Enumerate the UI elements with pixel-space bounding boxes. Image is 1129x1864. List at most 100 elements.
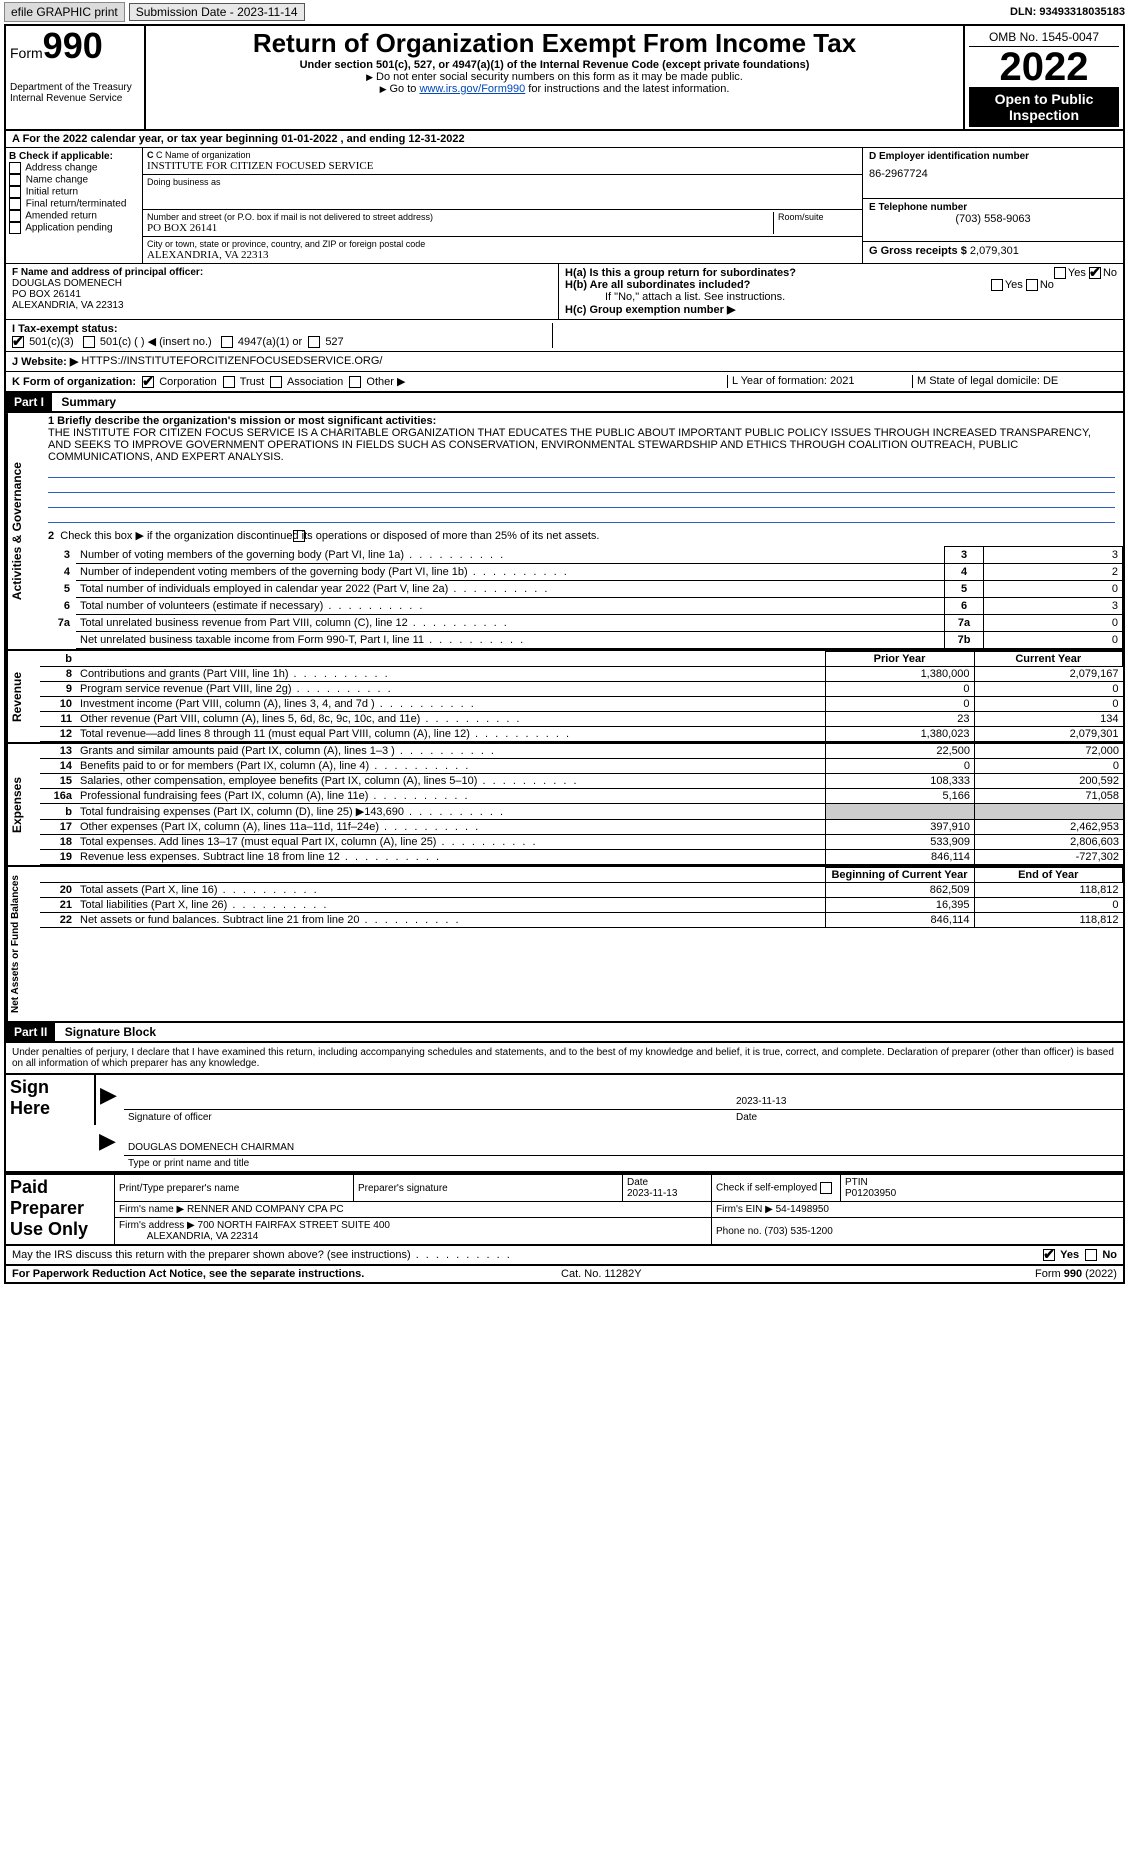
- officer-name: DOUGLAS DOMENECH: [12, 278, 122, 289]
- cb-527[interactable]: [308, 336, 320, 348]
- tab-expenses: Expenses: [6, 744, 40, 865]
- cb-trust[interactable]: [223, 376, 235, 388]
- mission-text: THE INSTITUTE FOR CITIZEN FOCUS SERVICE …: [48, 427, 1091, 463]
- firm-name: RENNER AND COMPANY CPA PC: [187, 1204, 344, 1215]
- section-revenue: Revenue bPrior YearCurrent Year8Contribu…: [6, 651, 1123, 744]
- cb-initial-return[interactable]: [9, 186, 21, 198]
- officer-name-typed: DOUGLAS DOMENECH CHAIRMAN: [124, 1125, 1123, 1156]
- cb-final-return-terminated[interactable]: [9, 198, 21, 210]
- expenses-table: 13Grants and similar amounts paid (Part …: [40, 744, 1123, 865]
- form-subtitle: Under section 501(c), 527, or 4947(a)(1)…: [150, 59, 959, 71]
- cb-assoc[interactable]: [270, 376, 282, 388]
- cb-501c3[interactable]: [12, 336, 24, 348]
- hb-no[interactable]: [1026, 279, 1038, 291]
- block-ijk: I Tax-exempt status: 501(c)(3) 501(c) ( …: [6, 320, 1123, 393]
- header: Form990 Department of the Treasury Inter…: [6, 26, 1123, 131]
- footer: For Paperwork Reduction Act Notice, see …: [6, 1266, 1123, 1282]
- pra-notice: For Paperwork Reduction Act Notice, see …: [12, 1268, 364, 1280]
- dept-treasury: Department of the Treasury: [10, 82, 140, 93]
- type-name-label: Type or print name and title: [124, 1156, 1123, 1173]
- may-irs-yes[interactable]: [1043, 1249, 1055, 1261]
- tax-status-label: I Tax-exempt status:: [12, 323, 118, 335]
- officer-addr2: ALEXANDRIA, VA 22313: [12, 300, 124, 311]
- paid-preparer-label: Paid Preparer Use Only: [6, 1174, 115, 1245]
- website-label: J Website: ▶: [12, 355, 78, 368]
- form-label: Form990: [10, 28, 140, 64]
- part1-header: Part I Summary: [6, 393, 1123, 413]
- ptin: P01203950: [845, 1188, 896, 1199]
- tax-year: 2022: [969, 47, 1119, 87]
- irs-link[interactable]: www.irs.gov/Form990: [419, 83, 525, 95]
- tab-revenue: Revenue: [6, 651, 40, 742]
- firm-ein-label: Firm's EIN ▶: [716, 1204, 773, 1215]
- cb-other[interactable]: [349, 376, 361, 388]
- ha-label: H(a) Is this a group return for subordin…: [565, 267, 796, 279]
- q2-text: Check this box ▶ if the organization dis…: [60, 530, 599, 542]
- preparer-sig-label: Preparer's signature: [354, 1174, 623, 1202]
- revenue-table: bPrior YearCurrent Year8Contributions an…: [40, 651, 1123, 742]
- firm-phone: (703) 535-1200: [764, 1226, 832, 1237]
- ha-no[interactable]: [1089, 267, 1101, 279]
- city-label: City or town, state or province, country…: [147, 239, 858, 249]
- cb-501c[interactable]: [83, 336, 95, 348]
- box-c: C C Name of organization INSTITUTE FOR C…: [143, 148, 863, 263]
- sig-officer-label: Signature of officer: [124, 1110, 732, 1126]
- website: HTTPS://INSTITUTEFORCITIZENFOCUSEDSERVIC…: [81, 355, 382, 368]
- dba-label: Doing business as: [147, 177, 858, 187]
- cb-amended-return[interactable]: [9, 210, 21, 222]
- form-number: 990: [43, 25, 103, 66]
- ein: 86-2967724: [869, 168, 1117, 180]
- section-netassets: Net Assets or Fund Balances Beginning of…: [6, 867, 1123, 1023]
- open-to-public: Open to Public Inspection: [969, 87, 1119, 127]
- cb-self-emp[interactable]: [820, 1182, 832, 1194]
- prep-date-label: Date: [627, 1177, 648, 1188]
- firm-addr: 700 NORTH FAIRFAX STREET SUITE 400: [198, 1220, 390, 1231]
- sign-here-block: Sign Here ▶ 2023-11-13 Signature of offi…: [6, 1075, 1123, 1173]
- may-irs-row: May the IRS discuss this return with the…: [6, 1246, 1123, 1266]
- sig-date: 2023-11-13: [732, 1075, 1123, 1110]
- box-b: B Check if applicable: Address change Na…: [6, 148, 143, 263]
- hb-yes[interactable]: [991, 279, 1003, 291]
- hb-note: If "No," attach a list. See instructions…: [565, 291, 1117, 303]
- ha-yes[interactable]: [1054, 267, 1066, 279]
- date-label: Date: [732, 1110, 1123, 1126]
- form-word: Form: [10, 45, 43, 61]
- phone-label: Phone no.: [716, 1226, 762, 1237]
- netassets-table: Beginning of Current YearEnd of Year20To…: [40, 867, 1123, 928]
- sign-here: Sign Here: [6, 1075, 95, 1125]
- instr-link: Go to www.irs.gov/Form990 for instructio…: [150, 83, 959, 95]
- cb-address-change[interactable]: [9, 162, 21, 174]
- form-org-label: K Form of organization:: [12, 376, 136, 388]
- officer-label: F Name and address of principal officer:: [12, 267, 203, 278]
- street: PO BOX 26141: [147, 222, 773, 234]
- city: ALEXANDRIA, VA 22313: [147, 249, 858, 261]
- dln: DLN: 93493318035183: [1010, 6, 1125, 18]
- block-bcd: B Check if applicable: Address change Na…: [6, 148, 1123, 264]
- may-irs-text: May the IRS discuss this return with the…: [12, 1249, 512, 1261]
- may-irs-no[interactable]: [1085, 1249, 1097, 1261]
- ptin-label: PTIN: [845, 1177, 868, 1188]
- state-domicile: M State of legal domicile: DE: [912, 375, 1117, 388]
- submission-date[interactable]: Submission Date - 2023-11-14: [129, 3, 305, 21]
- year-formation: L Year of formation: 2021: [727, 375, 912, 388]
- firm-city: ALEXANDRIA, VA 22314: [147, 1231, 259, 1242]
- cb-name-change[interactable]: [9, 174, 21, 186]
- cb-4947[interactable]: [221, 336, 233, 348]
- efile-label: efile GRAPHIC print: [4, 2, 125, 22]
- gov-table: 3Number of voting members of the governi…: [40, 546, 1123, 649]
- tab-netassets: Net Assets or Fund Balances: [6, 867, 40, 1021]
- street-label: Number and street (or P.O. box if mail i…: [147, 212, 773, 222]
- declaration: Under penalties of perjury, I declare th…: [6, 1043, 1123, 1075]
- cb-corp[interactable]: [142, 376, 154, 388]
- officer-addr1: PO BOX 26141: [12, 289, 81, 300]
- cat-no: Cat. No. 11282Y: [561, 1268, 642, 1280]
- cb-application-pending[interactable]: [9, 222, 21, 234]
- irs-label: Internal Revenue Service: [10, 93, 140, 104]
- prep-date: 2023-11-13: [627, 1188, 677, 1199]
- room-label: Room/suite: [778, 212, 858, 222]
- firm-addr-label: Firm's address ▶: [119, 1220, 195, 1231]
- form-frame: Form990 Department of the Treasury Inter…: [4, 24, 1125, 1284]
- cb-discontinued[interactable]: [293, 530, 305, 542]
- hb-label: H(b) Are all subordinates included?: [565, 279, 750, 291]
- gross-receipts: 2,079,301: [970, 245, 1019, 257]
